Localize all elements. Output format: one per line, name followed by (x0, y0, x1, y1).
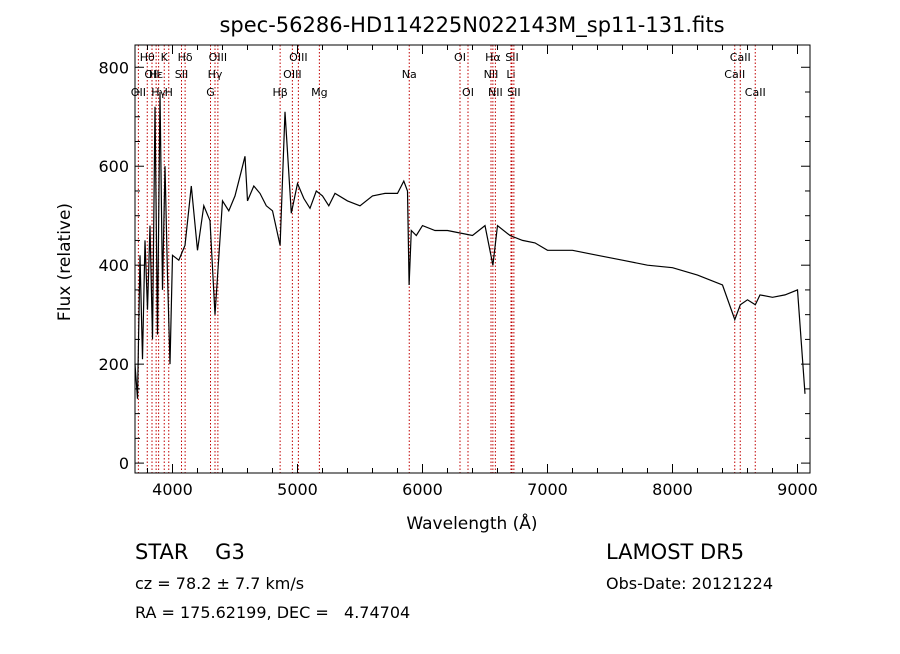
line-marker-label: SII (507, 86, 520, 99)
line-marker-label: Hθ (140, 51, 155, 64)
y-tick-label: 0 (119, 454, 129, 473)
line-marker-label: NII (488, 86, 503, 99)
x-tick-label: 9000 (777, 480, 818, 499)
x-tick-label: 8000 (652, 480, 693, 499)
y-tick-label: 600 (98, 157, 129, 176)
line-marker-label: CaII (724, 68, 745, 81)
line-marker-label: NII (484, 68, 499, 81)
spectrum-series (134, 91, 806, 399)
redshift-velocity: cz = 78.2 ± 7.7 km/s (135, 574, 305, 593)
line-marker-label: OIII (289, 51, 307, 64)
x-tick-label: 5000 (277, 480, 318, 499)
line-marker-label: Mg (311, 86, 327, 99)
line-markers: OIIHθOIIHεHγKHHδSIIGHγOIIIHβOIIIOIIIMgNa… (131, 45, 766, 473)
line-marker-label: Hβ (272, 86, 287, 99)
line-marker-label: CaII (730, 51, 751, 64)
spectrum-line (134, 91, 806, 399)
observation-date: Obs-Date: 20121224 (606, 574, 774, 593)
x-axis: 4000 5000 6000 7000 8000 9000 (147, 45, 818, 499)
line-marker-label: Na (402, 68, 417, 81)
line-marker-label: Hε (149, 68, 163, 81)
y-tick-label: 800 (98, 58, 129, 77)
x-tick-label: 6000 (402, 480, 443, 499)
line-marker-label: H (165, 86, 173, 99)
line-marker-label: SII (175, 68, 188, 81)
line-marker-label: Li (506, 68, 515, 81)
line-marker-label: OIII (209, 51, 227, 64)
line-marker-label: Hδ (178, 51, 193, 64)
coordinates: RA = 175.62199, DEC = 4.74704 (135, 603, 411, 622)
plot-frame (134, 44, 811, 474)
x-axis-label: Wavelength (Å) (406, 512, 537, 534)
y-tick-label: 400 (98, 256, 129, 275)
line-marker-label: Hα (485, 51, 501, 64)
y-axis-label: Flux (relative) (55, 203, 75, 321)
line-marker-label: G (206, 86, 215, 99)
line-marker-label: SII (505, 51, 518, 64)
y-tick-label: 200 (98, 355, 129, 374)
x-tick-label: 7000 (527, 480, 568, 499)
y-axis: 0 200 400 600 800 (98, 58, 810, 473)
line-marker-label: Hγ (208, 68, 223, 81)
line-marker-label: CaII (745, 86, 766, 99)
line-marker-label: OIII (283, 68, 301, 81)
object-class: STAR G3 (135, 540, 245, 564)
line-marker-label: Hγ (151, 86, 166, 99)
chart-title: spec-56286-HD114225N022143M_sp11-131.fit… (219, 13, 724, 38)
line-marker-label: OI (462, 86, 474, 99)
x-tick-label: 4000 (152, 480, 193, 499)
line-marker-label: K (161, 51, 169, 64)
survey-name: LAMOST DR5 (606, 540, 745, 564)
line-marker-label: OI (454, 51, 466, 64)
